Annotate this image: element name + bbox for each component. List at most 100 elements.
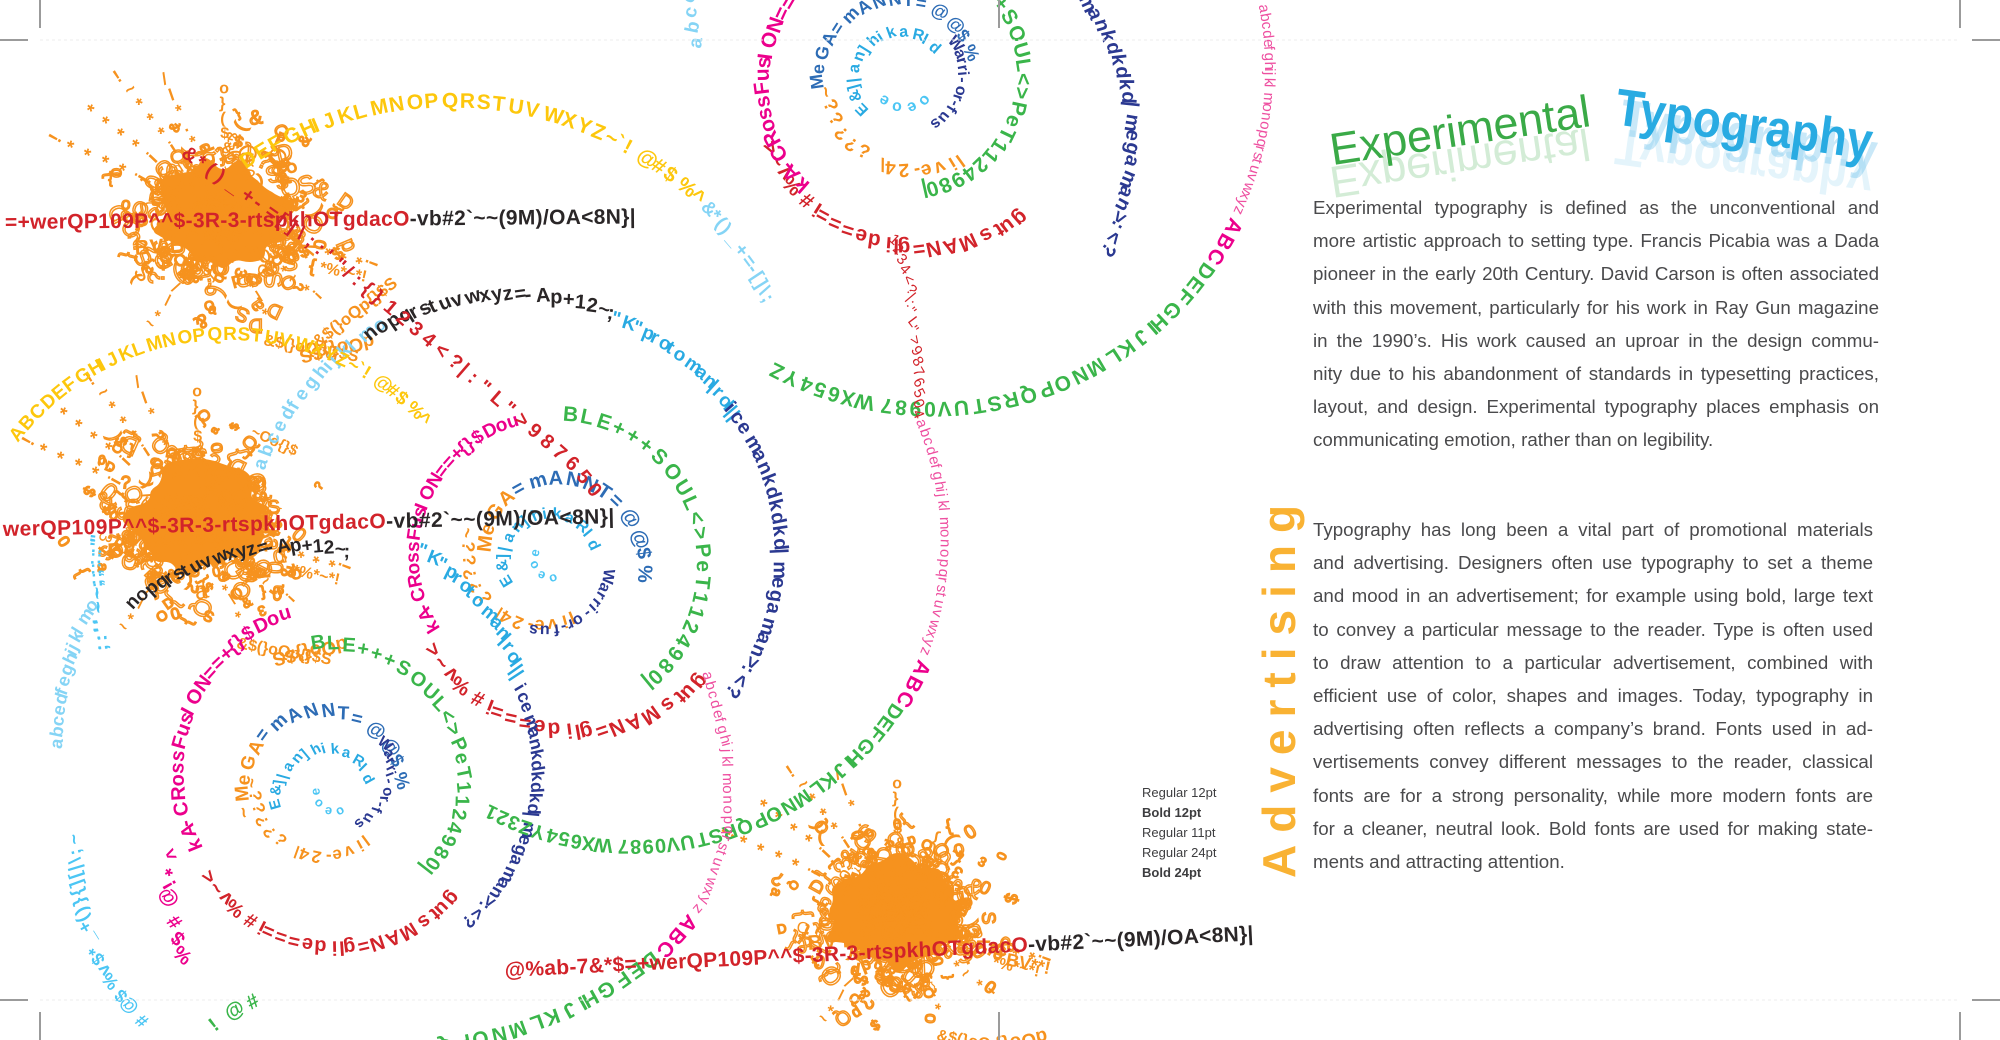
svg-text:o: o (525, 558, 542, 572)
svg-text:?: ? (311, 479, 326, 493)
svg-text:&: & (218, 215, 244, 234)
svg-text:3: 3 (976, 854, 990, 871)
svg-text:3: 3 (192, 197, 203, 215)
svg-text:j: j (1261, 71, 1278, 75)
svg-text:D: D (196, 502, 213, 524)
svg-text:F: F (750, 80, 774, 96)
svg-text:Bold 12pt: Bold 12pt (1142, 805, 1202, 820)
svg-text:Q: Q (441, 89, 458, 113)
svg-text:p: p (222, 207, 238, 237)
svg-text:a: a (225, 203, 236, 221)
svg-text:D: D (195, 485, 212, 496)
svg-text:+: + (562, 288, 575, 311)
svg-text:d: d (925, 38, 944, 57)
svg-text:d: d (527, 781, 548, 793)
svg-text:S: S (476, 91, 491, 115)
svg-text:}: } (243, 137, 255, 168)
svg-text:/: / (159, 69, 170, 89)
svg-text:}: } (150, 192, 156, 208)
svg-text:}: } (222, 191, 239, 198)
svg-text:$: $ (868, 1016, 883, 1034)
svg-text:}: } (217, 144, 227, 167)
svg-text:?: ? (262, 256, 276, 280)
svg-text:;: ; (64, 847, 85, 858)
svg-text:o: o (213, 197, 226, 221)
svg-text:&: & (193, 197, 212, 211)
svg-text:0: 0 (184, 263, 202, 275)
svg-text:*: * (36, 440, 58, 457)
svg-text:2: 2 (898, 159, 910, 181)
svg-text:*: * (230, 602, 243, 620)
svg-text:/: / (132, 372, 143, 392)
svg-text:B: B (309, 631, 327, 655)
svg-text:O: O (147, 525, 161, 543)
svg-text:o: o (120, 196, 132, 216)
svg-text:}: } (143, 519, 160, 527)
svg-text:e: e (767, 576, 790, 589)
svg-text:D: D (273, 138, 295, 167)
svg-text:e: e (331, 845, 343, 865)
svg-text:S: S (985, 390, 1003, 415)
svg-text:2: 2 (323, 537, 334, 558)
svg-text:}: } (307, 258, 316, 279)
svg-text:?: ? (126, 227, 143, 256)
svg-text:S: S (263, 158, 285, 188)
svg-text:{: { (281, 197, 299, 205)
svg-text:P: P (423, 89, 439, 113)
svg-text:l: l (166, 85, 177, 105)
svg-text:0: 0 (993, 850, 1010, 863)
svg-text::: : (90, 634, 110, 642)
svg-text:(: ( (256, 173, 264, 190)
svg-text:S: S (280, 246, 300, 276)
svg-text:e: e (692, 560, 715, 572)
svg-text:O: O (241, 173, 263, 203)
svg-text:7: 7 (618, 835, 629, 857)
svg-text::: : (84, 558, 104, 566)
svg-text:0: 0 (213, 230, 221, 246)
svg-text:-: - (524, 284, 533, 307)
svg-text:}: } (107, 174, 113, 189)
svg-text:o: o (937, 529, 954, 537)
svg-text:O: O (172, 519, 185, 536)
svg-text:{: { (237, 203, 246, 221)
svg-text:#: # (468, 685, 489, 711)
svg-text:o: o (892, 775, 903, 793)
svg-text:O: O (164, 203, 183, 225)
svg-text:L: L (326, 632, 339, 655)
svg-text:|: | (769, 548, 791, 555)
svg-text:Regular 11pt: Regular 11pt (1142, 825, 1216, 840)
svg-text:l: l (1261, 84, 1278, 88)
svg-text:S: S (222, 209, 244, 224)
svg-text:d: d (358, 771, 377, 787)
svg-text:{: { (200, 209, 220, 219)
svg-text:N: N (886, 0, 903, 10)
svg-text:?: ? (160, 492, 175, 499)
svg-text:D: D (144, 186, 171, 206)
svg-text:0: 0 (219, 196, 231, 218)
svg-text:BV B: BV B (134, 234, 186, 260)
svg-text:p: p (550, 286, 562, 308)
svg-text:S: S (196, 196, 213, 206)
svg-text:e: e (324, 804, 333, 820)
svg-text:o: o (936, 548, 953, 557)
svg-text:0: 0 (192, 526, 210, 538)
svg-text:S: S (217, 506, 232, 528)
svg-text:D: D (216, 202, 239, 221)
svg-text:9: 9 (642, 834, 655, 857)
svg-text:a: a (183, 489, 200, 518)
svg-text:$: $ (274, 168, 290, 194)
svg-text:?: ? (290, 282, 307, 292)
svg-text:$: $ (227, 421, 243, 432)
svg-text:e: e (808, 64, 828, 75)
svg-text:M: M (806, 73, 828, 91)
svg-text:p: p (720, 816, 737, 825)
svg-text:S: S (267, 239, 283, 262)
svg-text:]: ] (495, 554, 512, 560)
svg-text:J: J (559, 997, 580, 1023)
svg-text:$: $ (220, 125, 230, 142)
svg-text:}: } (259, 206, 266, 222)
svg-text:S: S (243, 160, 257, 181)
svg-text:+: + (356, 637, 371, 661)
svg-text:3: 3 (223, 224, 243, 235)
svg-text:}: } (216, 235, 227, 257)
